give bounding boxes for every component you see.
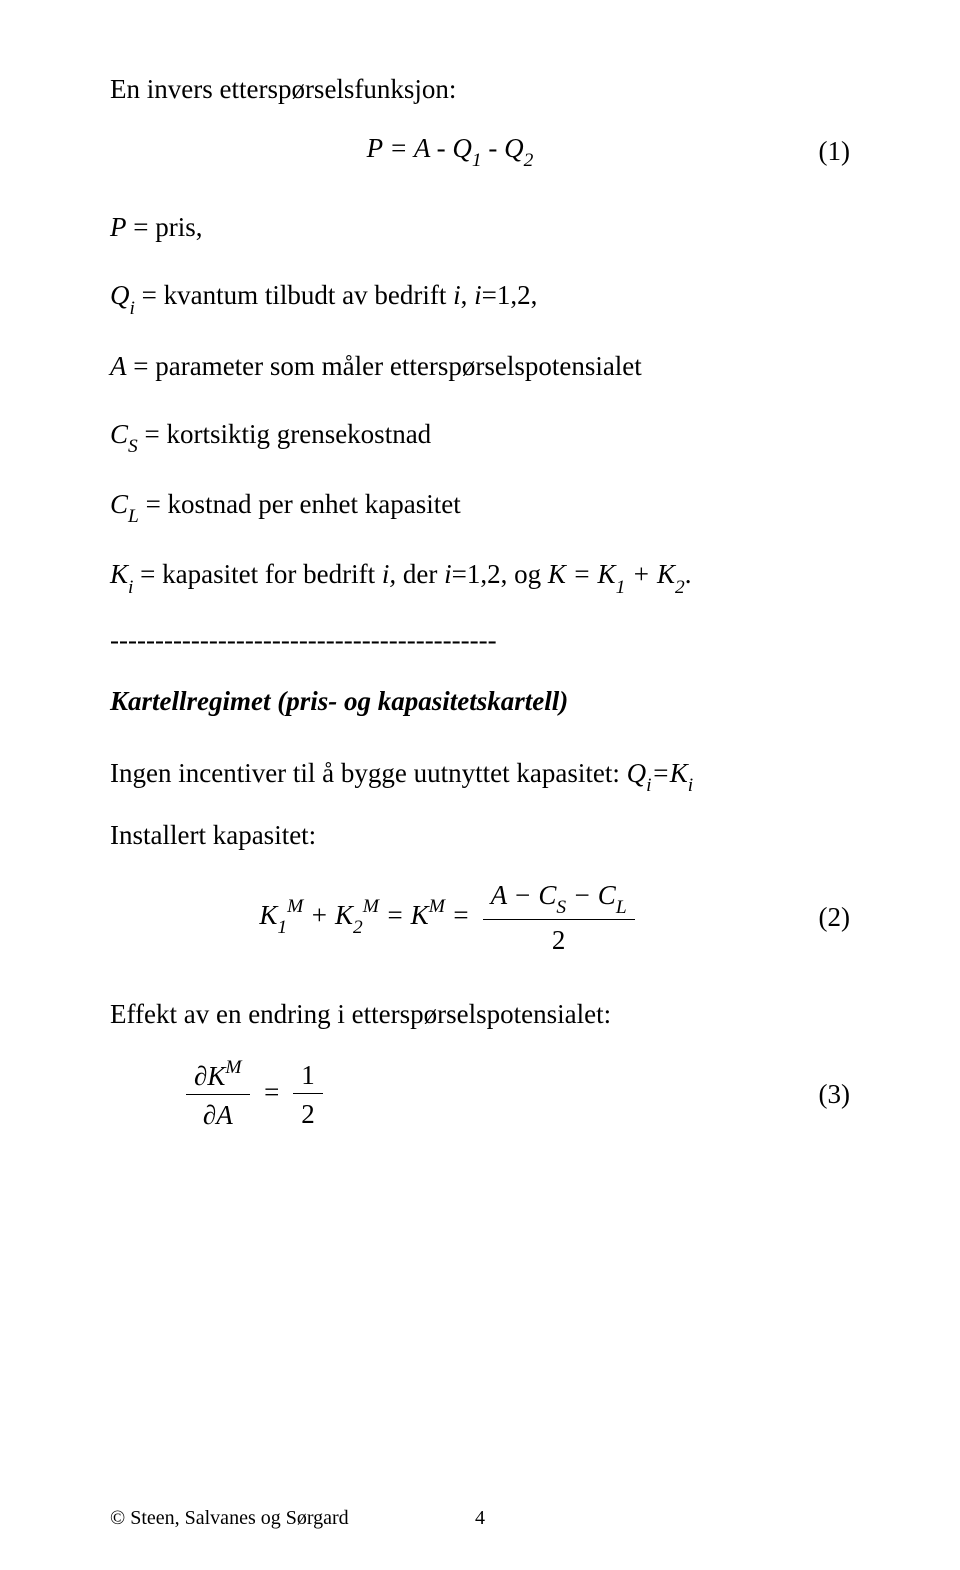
eq2-fraction: A − CS − CL 2 [483,879,635,956]
def-A: A = parameter som måler etterspørselspot… [110,342,850,392]
incentive-txt1: Ingen incentiver til å bygge uutnyttet k… [110,758,627,788]
eq2-K2sub: 2 [353,917,363,938]
def-Qi-t2: , [461,280,475,310]
def-Ki-dot: . [685,559,692,589]
installed-text: Installert kapasitet: [110,811,850,861]
equation-1-number: (1) [790,136,850,167]
eq3-eq: = [262,1077,287,1107]
incentive-Qi: i [646,775,651,796]
eq3-dA: ∂A [186,1095,250,1131]
def-Qi-txt: = kvantum tilbudt av bedrift [135,280,453,310]
def-Ki-K: K = K [548,559,616,589]
def-Ki-K1sub: 1 [616,577,626,598]
def-Ki-t3: =1,2, og [452,559,548,589]
eq1-part2: - Q [482,133,524,163]
def-Qi-i2: i [474,280,482,310]
eq3-dK-text: ∂K [194,1061,225,1091]
eq2-plus: + K [303,900,353,930]
def-CL-sym: C [110,489,128,519]
eq2-eq2: = [445,900,477,930]
eq2-lhs: K1M + K2M = KM = [259,900,476,930]
def-Ki-sub: i [128,577,133,598]
def-A-sym: A [110,351,127,381]
eq3-two: 2 [293,1094,323,1130]
def-Ki-K2sub: 2 [675,577,685,598]
equation-2-body: K1M + K2M = KM = A − CS − CL 2 [110,879,790,956]
def-Ki-txt: = kapasitet for bedrift [133,559,381,589]
def-P-txt: = pris, [127,212,203,242]
section-title: Kartellregimet (pris- og kapasitetskarte… [110,686,850,717]
incentive-text: Ingen incentiver til å bygge uutnyttet k… [110,749,850,801]
eq3-frac-left: ∂KM ∂A [186,1058,250,1132]
def-Ki-sym: K [110,559,128,589]
eq2-K1: K [259,900,277,930]
def-Ki-i2: i [444,559,452,589]
def-Qi-sub: i [130,298,135,319]
eq2-num-S: S [556,897,566,918]
incentive-Q: Q [627,758,647,788]
def-Qi: Qi = kvantum tilbudt av bedrift i, i=1,2… [110,271,850,323]
equation-3: ∂KM ∂A = 1 2 (3) [110,1058,850,1132]
def-CS: CS = kortsiktig grensekostnad [110,410,850,462]
eq3-dK: ∂KM [186,1058,250,1095]
incentive-eq: =K [652,758,688,788]
def-Ki-i: i, [382,559,396,589]
equation-3-body: ∂KM ∂A = 1 2 [110,1058,790,1132]
eq3-dK-sup: M [225,1057,241,1078]
equation-2-number: (2) [790,902,850,933]
def-CL-sub: L [128,506,139,527]
def-P: P = pris, [110,203,850,253]
def-Qi-sym: Q [110,280,130,310]
eq2-num-L: L [616,897,627,918]
def-Qi-i: i [453,280,461,310]
eq3-frac-right: 1 2 [293,1059,323,1131]
equation-1-body: P = A - Q1 - Q2 [110,133,790,169]
def-CS-sym: C [110,419,128,449]
eq1-part1: P = A - Q [367,133,472,163]
def-P-sym: P [110,212,127,242]
eq2-eq: = K [379,900,429,930]
eq2-num-A: A − C [491,880,557,910]
equation-2: K1M + K2M = KM = A − CS − CL 2 (2) [110,879,850,956]
eq2-K2sup: M [363,896,379,917]
incentive-Ki: i [688,775,693,796]
def-Ki-t2: der [396,559,444,589]
intro-text: En invers etterspørselsfunksjon: [110,65,850,115]
def-CL-txt: = kostnad per enhet kapasitet [139,489,461,519]
eq1-sub2: 2 [524,150,534,171]
page-footer: © Steen, Salvanes og Sørgard 4 [110,1507,850,1530]
eq2-K1sub: 1 [277,917,287,938]
footer-page-number: 4 [110,1507,850,1530]
eq2-num-mid: − C [566,880,616,910]
eq3-one: 1 [293,1059,323,1094]
divider-dashes: ----------------------------------------… [110,625,850,656]
effect-text: Effekt av en endring i etterspørselspote… [110,990,850,1040]
eq2-frac-num: A − CS − CL [483,879,635,920]
equation-3-number: (3) [790,1079,850,1110]
def-Ki-plus: + K [625,559,675,589]
equation-1: P = A - Q1 - Q2 (1) [110,133,850,169]
def-Qi-t3: =1,2, [482,280,538,310]
eq2-K1sup: M [287,896,303,917]
def-Ki: Ki = kapasitet for bedrift i, der i=1,2,… [110,550,850,602]
eq2-Ksup: M [429,896,445,917]
eq2-frac-den: 2 [483,920,635,956]
eq1-sub1: 1 [472,150,482,171]
def-A-txt: = parameter som måler etterspørselspoten… [127,351,642,381]
def-CS-sub: S [128,436,138,457]
def-CL: CL = kostnad per enhet kapasitet [110,480,850,532]
def-CS-txt: = kortsiktig grensekostnad [138,419,431,449]
